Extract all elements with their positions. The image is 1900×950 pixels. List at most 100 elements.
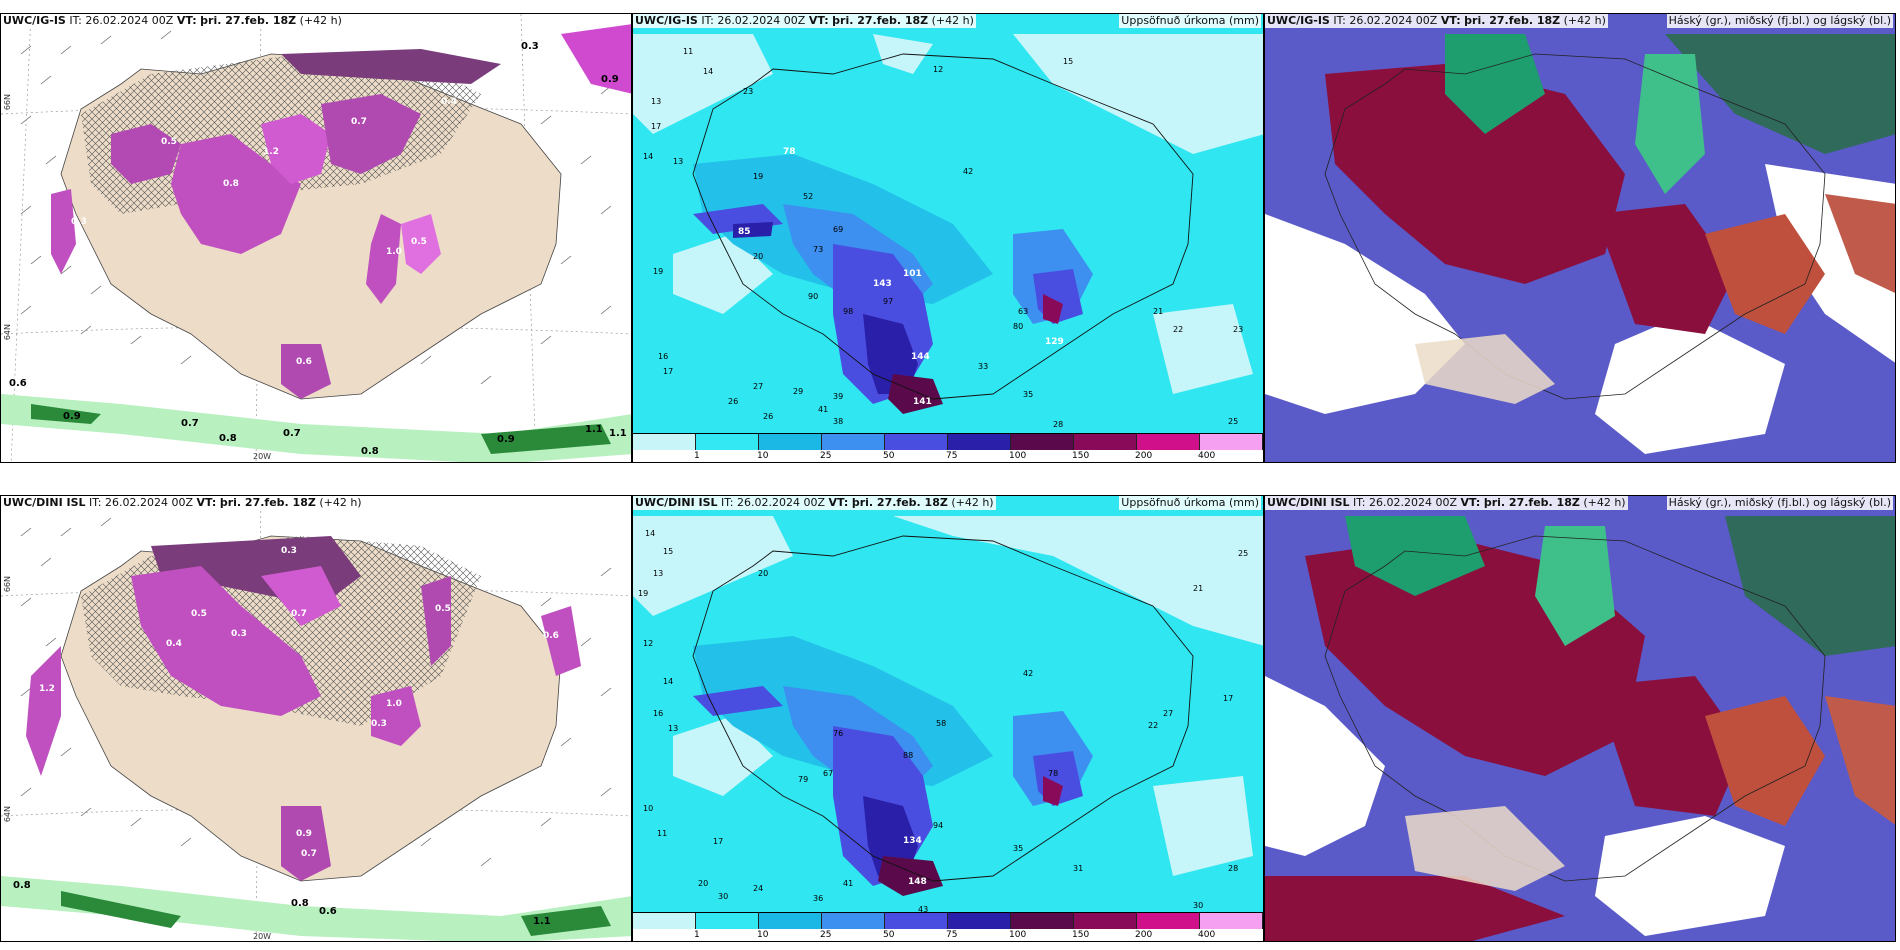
value-label: 24: [753, 884, 763, 893]
value-label: 14: [703, 67, 713, 76]
value-label: 0.3: [281, 546, 297, 556]
value-label: 97: [883, 297, 893, 306]
colorbar-swatch: [1074, 913, 1137, 929]
valid-time: þri. 27.feb. 18Z: [1464, 14, 1561, 27]
value-label: 16: [653, 709, 663, 718]
value-label: 1.1: [533, 916, 551, 927]
lon-label: 20W: [253, 932, 272, 941]
colorbar-label: 25: [820, 930, 832, 940]
value-label: 13: [653, 569, 663, 578]
colorbar-labels: 1 10 25 50 75 100 150 200 400: [633, 451, 1263, 461]
value-label: 15: [663, 547, 673, 556]
colorbar-swatch: [1137, 434, 1200, 450]
panel-precip-type-bottom: 0.3 0.8 0.8 0.6 1.1 0.5 0.4 0.3 0.7 1.0 …: [0, 495, 632, 942]
panel-precip-accum-bottom: 14 15 13 19 12 16 13 14 10 11 17 20 24 3…: [632, 495, 1264, 942]
value-label: 1.1: [585, 424, 603, 435]
value-label: 17: [651, 122, 661, 131]
value-label: 0.9: [296, 829, 312, 839]
panel-clouds-bottom: UWC/DINI ISL IT: 26.02.2024 00Z VT: þri.…: [1264, 495, 1896, 942]
value-label: 134: [903, 836, 922, 846]
value-label: 15: [1063, 57, 1073, 66]
value-label: 10: [643, 804, 653, 813]
valid-time-label: VT:: [828, 496, 849, 509]
value-label: 0.6: [9, 378, 27, 389]
map-clouds-ig-is: [1265, 14, 1895, 462]
value-label: 0.6: [296, 357, 312, 367]
panel-precip-accum-top: 11 14 13 17 14 13 12 15 23 78 19 52 85 7…: [632, 13, 1264, 463]
lat-label: 64N: [3, 324, 12, 341]
value-label: 11: [683, 47, 693, 56]
value-label: 1.0: [386, 699, 402, 709]
lead-time: (+42 h): [931, 14, 974, 27]
colorbar-swatch: [885, 913, 948, 929]
panel-header: UWC/IG-IS IT: 26.02.2024 00Z VT: þri. 27…: [633, 14, 976, 28]
value-label: 0.5: [191, 609, 207, 619]
value-label: 41: [818, 405, 828, 414]
valid-time: þri. 27.feb. 18Z: [219, 496, 316, 509]
value-label: 69: [833, 225, 843, 234]
value-label: 43: [918, 905, 928, 914]
value-label: 88: [903, 751, 913, 760]
colorbar-swatch: [1200, 913, 1263, 929]
lead-time: (+42 h): [1563, 14, 1606, 27]
lead-time: (+42 h): [1583, 496, 1626, 509]
value-label: 1.2: [263, 147, 279, 157]
value-label: 73: [813, 245, 823, 254]
colorbar-label: 150: [1072, 451, 1090, 461]
value-label: 28: [1228, 864, 1238, 873]
value-label: 0.9: [63, 411, 81, 422]
value-label: 144: [911, 352, 930, 362]
field-label: Uppsöfnuð úrkoma (mm): [1119, 14, 1261, 28]
value-label: 14: [663, 677, 673, 686]
model-title: UWC/IG-IS: [1267, 14, 1330, 27]
colorbar-swatch: [1200, 434, 1263, 450]
value-label: 20: [753, 252, 763, 261]
value-label: 21: [1153, 307, 1163, 316]
value-label: 30: [1193, 901, 1203, 910]
colorbar-label: 10: [757, 451, 769, 461]
value-label: 25: [1228, 417, 1238, 426]
model-title: UWC/DINI ISL: [1267, 496, 1350, 509]
value-label: 0.8: [361, 446, 379, 457]
panel-header: UWC/IG-IS IT: 26.02.2024 00Z VT: þri. 27…: [1, 14, 344, 28]
colorbar-swatches: [633, 913, 1263, 929]
value-label: 0.7: [301, 849, 317, 859]
colorbar-label: 25: [820, 451, 832, 461]
value-label: 90: [808, 292, 818, 301]
value-label: 101: [903, 269, 922, 279]
colorbar-label: 200: [1135, 451, 1153, 461]
panel-precip-type-top: 0.3 0.9 0.6 0.9 0.7 0.8 0.8 0.7 0.9 1.1 …: [0, 13, 632, 463]
value-label: 27: [1163, 709, 1173, 718]
value-label: 0.6: [319, 906, 337, 917]
value-label: 23: [1233, 325, 1243, 334]
colorbar-label: 200: [1135, 930, 1153, 940]
value-label: 78: [783, 147, 796, 157]
value-label: 19: [638, 589, 648, 598]
value-label: 42: [963, 167, 973, 176]
field-label: Háský (gr.), miðský (fj.bl.) og lágský (…: [1666, 14, 1893, 28]
init-time: IT: 26.02.2024 00Z: [89, 496, 194, 509]
colorbar-label: 100: [1009, 451, 1027, 461]
value-label: 0.5: [161, 137, 177, 147]
value-label: 85: [738, 227, 751, 237]
value-label: 13: [673, 157, 683, 166]
init-time: IT: 26.02.2024 00Z: [701, 14, 806, 27]
value-label: 41: [843, 879, 853, 888]
value-label: 0.7: [283, 428, 301, 439]
value-label: 39: [833, 392, 843, 401]
colorbar-swatch: [822, 434, 885, 450]
value-label: 16: [658, 352, 668, 361]
map-precip-accum-dini: 14 15 13 19 12 16 13 14 10 11 17 20 24 3…: [633, 496, 1263, 915]
lead-time: (+42 h): [319, 496, 362, 509]
value-label: 0.3: [71, 217, 87, 227]
map-precip-type-dini: 0.3 0.8 0.8 0.6 1.1 0.5 0.4 0.3 0.7 1.0 …: [1, 496, 631, 941]
value-label: 25: [1238, 549, 1248, 558]
value-label: 0.4: [441, 97, 457, 107]
valid-time-label: VT:: [176, 14, 197, 27]
value-label: 148: [908, 877, 927, 887]
lon-label: 20W: [253, 452, 272, 461]
value-label: 79: [798, 775, 808, 784]
colorbar-swatch: [633, 434, 696, 450]
value-label: 42: [1023, 669, 1033, 678]
colorbar-swatch: [633, 913, 696, 929]
